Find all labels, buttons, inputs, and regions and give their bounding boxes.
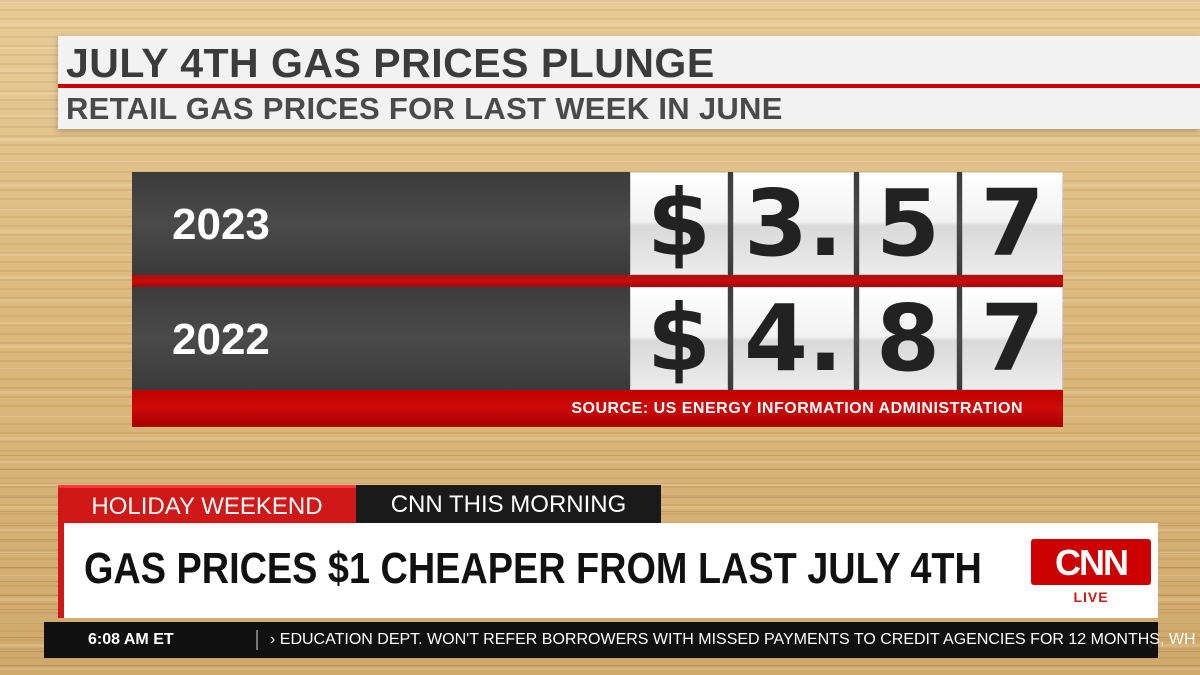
price-row-year: 2023 — [172, 200, 270, 249]
news-ticker: 6:08 AM ET › EDUCATION DEPT. WON'T REFER… — [44, 622, 1200, 658]
lower-third-banner: GAS PRICES $1 CHEAPER FROM LAST JULY 4TH… — [58, 523, 1158, 618]
price-row-2023: 2023 $ 3. 5 7 — [132, 172, 1063, 275]
price-digit-dimes: 5 — [859, 172, 957, 275]
cnn-logo-text: CNN — [1055, 542, 1129, 583]
cnn-logo: CNN — [1031, 539, 1151, 585]
price-digit-cents: 7 — [962, 172, 1063, 275]
ticker-divider — [256, 630, 258, 650]
ticker-time: 6:08 AM ET — [88, 631, 174, 648]
price-digit-dollar: $ — [630, 287, 728, 390]
price-row-2022: 2022 $ 4. 8 7 — [132, 287, 1063, 390]
price-digit-dollar: $ — [630, 172, 728, 275]
source-bar: SOURCE: US ENERGY INFORMATION ADMINISTRA… — [132, 390, 1063, 427]
price-digit-dimes: 8 — [859, 287, 957, 390]
show-name-label: CNN THIS MORNING — [390, 491, 627, 518]
price-board: 2023 $ 3. 5 7 2022 $ 4. 8 7 SOURCE: US E… — [132, 172, 1063, 427]
source-text: SOURCE: US ENERGY INFORMATION ADMINISTRA… — [571, 400, 1023, 417]
headline-divider — [58, 84, 1200, 88]
price-row-year: 2022 — [172, 315, 270, 364]
price-row-divider — [132, 275, 1063, 287]
live-badge: LIVE — [1073, 589, 1109, 605]
headline-subtitle: RETAIL GAS PRICES FOR LAST WEEK IN JUNE — [66, 91, 783, 126]
price-digit-dollars: 4. — [733, 287, 854, 390]
lower-third-tag: HOLIDAY WEEKEND — [58, 485, 356, 523]
price-digit-cents: 7 — [962, 287, 1063, 390]
lower-third-headline: GAS PRICES $1 CHEAPER FROM LAST JULY 4TH — [84, 544, 982, 593]
headline-title: JULY 4TH GAS PRICES PLUNGE — [66, 40, 715, 86]
lower-third-tag-label: HOLIDAY WEEKEND — [91, 493, 323, 520]
show-name-tag: CNN THIS MORNING — [356, 485, 661, 523]
headline-panel: JULY 4TH GAS PRICES PLUNGE RETAIL GAS PR… — [58, 36, 1200, 129]
ticker-news-text: › EDUCATION DEPT. WON'T REFER BORROWERS … — [270, 631, 1200, 648]
price-digit-dollars: 3. — [733, 172, 854, 275]
